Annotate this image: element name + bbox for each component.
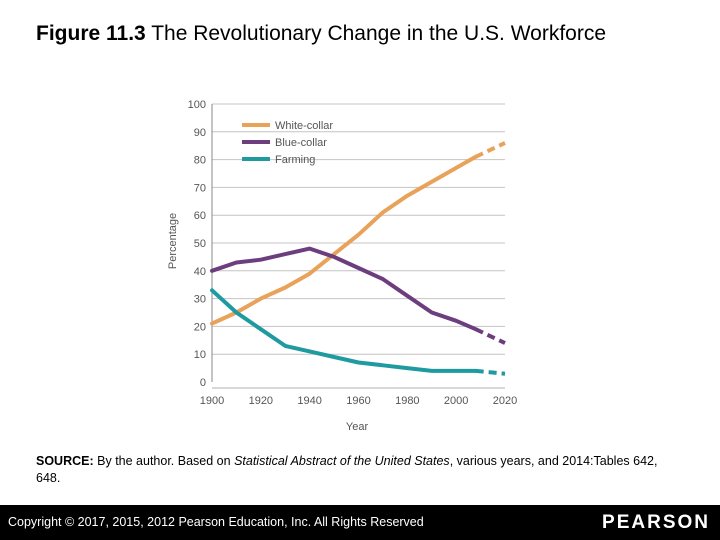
gridlines (211, 103, 505, 389)
legend-label-farming: Farming (275, 154, 315, 166)
y-axis-ticks: 0 10 20 30 40 50 60 70 80 90 100 (188, 99, 206, 389)
legend-label-white-collar: White-collar (275, 120, 333, 132)
y-tick-label: 90 (194, 127, 206, 139)
y-tick-label: 70 (194, 182, 206, 194)
figure-label: Figure 11.3 (36, 22, 146, 45)
x-axis-ticks: 1900 1920 1940 1960 1980 2000 2020 (200, 395, 517, 407)
x-tick-label: 1900 (200, 395, 224, 407)
source-text-post: , various years, and 2014:Tables 642, 64… (36, 454, 658, 485)
pearson-logo: PEARSON (602, 512, 710, 533)
series-line-white-collar (210, 154, 478, 326)
x-tick-label: 1920 (249, 395, 273, 407)
y-tick-label: 30 (194, 294, 206, 306)
x-tick-label: 2020 (493, 395, 517, 407)
source-note: SOURCE: By the author. Based on Statisti… (36, 453, 676, 487)
series-line-blue-collar (210, 246, 478, 332)
figure-title: The Revolutionary Change in the U.S. Wor… (151, 22, 607, 45)
y-tick-label: 100 (188, 99, 206, 111)
slide-title: Figure 11.3 The Revolutionary Change in … (36, 20, 676, 47)
source-label: SOURCE: (36, 454, 94, 468)
projection-line-white-collar (474, 141, 506, 159)
y-tick-label: 20 (194, 321, 206, 333)
projection-line-blue-collar (474, 327, 506, 345)
x-tick-label: 1940 (297, 395, 321, 407)
y-tick-label: 50 (194, 238, 206, 250)
copyright-notice: Copyright © 2017, 2015, 2012 Pearson Edu… (8, 515, 424, 529)
series-line-farming (210, 288, 478, 373)
y-tick-label: 40 (194, 266, 206, 278)
x-tick-label: 1980 (395, 395, 419, 407)
legend: White-collar Blue-collar Farming (242, 120, 333, 166)
y-tick-label: 60 (194, 210, 206, 222)
x-axis-title: Year (346, 421, 369, 433)
source-text-pre: By the author. Based on (97, 454, 231, 468)
y-axis-title: Percentage (167, 213, 179, 269)
y-tick-label: 10 (194, 349, 206, 361)
projection-line-farming (475, 368, 506, 376)
x-tick-label: 1960 (346, 395, 370, 407)
y-tick-label: 80 (194, 155, 206, 167)
x-tick-label: 2000 (444, 395, 468, 407)
source-publication: Statistical Abstract of the United State… (234, 454, 450, 468)
legend-label-blue-collar: Blue-collar (275, 137, 327, 149)
y-tick-label: 0 (200, 377, 206, 389)
series-lines (210, 141, 506, 376)
footer-bar: Copyright © 2017, 2015, 2012 Pearson Edu… (0, 505, 720, 540)
